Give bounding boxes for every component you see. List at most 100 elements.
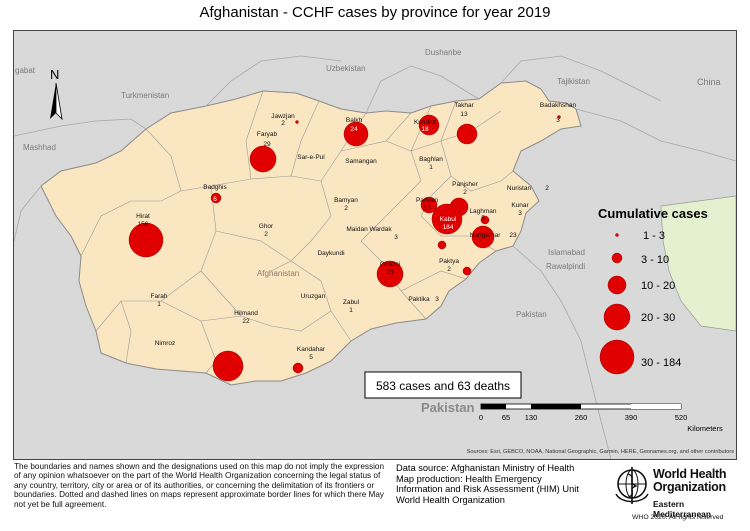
china-region: [660, 195, 736, 332]
circle-parwan[interactable]: [420, 196, 438, 214]
circle-kunduz[interactable]: [418, 114, 440, 136]
prov-laghman: Laghman: [469, 208, 496, 215]
scale-tick-0: 0: [479, 413, 483, 422]
legend-symbol-2: [611, 252, 623, 264]
svg-text:5: 5: [309, 354, 313, 361]
svg-text:23: 23: [386, 269, 394, 276]
case-circles: [128, 114, 561, 382]
circle-laghman[interactable]: [480, 215, 490, 225]
svg-text:5: 5: [481, 215, 485, 222]
prov-zabul: Zabul: [343, 299, 360, 306]
summary-box: [364, 371, 522, 399]
legend-class-4: 20 - 30: [641, 312, 675, 324]
who-copyright: WHO 2020. All rights reserved: [632, 514, 724, 521]
who-emblem-icon: [615, 467, 649, 504]
scale-tick-1: 65: [502, 413, 510, 422]
svg-text:1: 1: [429, 164, 433, 171]
svg-text:24: 24: [350, 126, 358, 133]
data-source-line: Data source: Afghanistan Ministry of Hea…: [396, 463, 575, 473]
prov-panjsher: Panjsher: [452, 181, 478, 188]
circle-kabul-small[interactable]: [437, 240, 447, 250]
label-uzbekistan: Uzbekistan: [326, 64, 366, 73]
legend-class-5: 30 - 184: [641, 357, 681, 369]
prov-takhar: Takhar: [454, 102, 474, 109]
prov-wardak: Maidan Wardak: [346, 226, 392, 233]
prov-ghor: Ghor: [259, 223, 274, 230]
prov-kabul: Kabul: [440, 216, 457, 223]
scale-tick-4: 390: [625, 413, 638, 422]
map-frame[interactable]: N Uzbekistan Dushanbe Tajikistan China T…: [13, 30, 737, 460]
prov-nimroz: Nimroz: [155, 340, 176, 347]
label-mashhad: Mashhad: [23, 143, 56, 152]
legend-symbol-3: [607, 275, 627, 295]
svg-text:2: 2: [463, 189, 467, 196]
legend-class-1: 1 - 3: [643, 230, 665, 242]
svg-text:2: 2: [264, 231, 268, 238]
circle-takhar[interactable]: [456, 123, 478, 145]
label-dushanbe: Dushanbe: [425, 48, 462, 57]
circle-jawzjan[interactable]: [295, 120, 299, 124]
prov-faryab: Faryab: [257, 131, 278, 138]
label-china: China: [697, 77, 721, 87]
svg-text:13: 13: [423, 205, 431, 212]
scale-unit: Kilometers: [687, 424, 723, 433]
label-islamabad: Islamabad: [548, 248, 585, 257]
summary-text: 583 cases and 63 deaths: [376, 379, 510, 393]
circle-faryab[interactable]: [249, 145, 277, 173]
svg-text:2: 2: [545, 185, 549, 192]
svg-text:23: 23: [509, 232, 517, 239]
prov-farah: Farah: [151, 293, 168, 300]
svg-text:1: 1: [349, 307, 353, 314]
circle-ghazni[interactable]: [376, 260, 404, 288]
circle-kabul[interactable]: [431, 203, 463, 235]
circle-hirat[interactable]: [128, 222, 164, 258]
circle-nangarhar[interactable]: [471, 225, 495, 249]
svg-text:13: 13: [460, 111, 468, 118]
legend-symbols: [599, 233, 635, 375]
label-afghanistan: Afghanistan: [257, 269, 299, 278]
label-turkmenistan: Turkmenistan: [121, 91, 169, 100]
svg-text:3: 3: [518, 210, 522, 217]
prov-badakhshan: Badakhshan: [540, 102, 577, 109]
neighbour-borders: [14, 55, 736, 459]
svg-text:1: 1: [157, 301, 161, 308]
label-pakistan-small: Pakistan: [516, 310, 547, 319]
map-canvas[interactable]: N Uzbekistan Dushanbe Tajikistan China T…: [14, 31, 736, 459]
prov-paktika: Paktika: [408, 296, 430, 303]
svg-text:6: 6: [213, 196, 217, 203]
prov-badghis: Badghis: [203, 184, 227, 191]
prov-hirat: Hirat: [136, 213, 150, 220]
circle-badghis[interactable]: [210, 192, 222, 204]
legend-class-3: 10 - 20: [641, 280, 675, 292]
prov-bamyan: Bamyan: [334, 197, 358, 204]
circle-hilmand[interactable]: [212, 350, 244, 382]
map-production-line-3: World Health Organization: [396, 494, 505, 505]
scale-tick-5: 520: [675, 413, 688, 422]
scale-tick-2: 130: [525, 413, 538, 422]
prov-uruzgan: Uruzgan: [301, 293, 326, 300]
circle-balkh[interactable]: [343, 121, 369, 147]
prov-daykundi: Daykundi: [317, 250, 344, 257]
circle-kandahar[interactable]: [292, 362, 304, 374]
label-ashgabat: gabat: [15, 66, 36, 75]
scale-bar: [480, 403, 682, 410]
svg-text:184: 184: [443, 224, 454, 231]
label-rawalpindi: Rawalpindi: [546, 262, 585, 271]
who-name: World Health Organization: [653, 467, 727, 494]
label-pakistan-big: Pakistan: [421, 400, 475, 415]
svg-text:22: 22: [242, 318, 250, 325]
svg-text:29: 29: [263, 141, 271, 148]
circle-badakhshan[interactable]: [557, 115, 561, 119]
prov-kunduz: Kunduz: [414, 119, 436, 126]
prov-parwan: Parwan: [416, 197, 438, 204]
north-arrow: [50, 82, 63, 121]
prov-sarepul: Sar-e-Pul: [297, 154, 325, 161]
prov-paktya: Paktya: [439, 258, 459, 265]
svg-text:18: 18: [421, 126, 429, 133]
svg-text:3: 3: [394, 234, 398, 241]
map-title: Afghanistan - CCHF cases by province for…: [199, 4, 551, 21]
who-logo-block: World Health Organization Eastern Medite…: [613, 462, 743, 528]
circle-paktya[interactable]: [462, 266, 472, 276]
svg-text:2: 2: [344, 205, 348, 212]
svg-text:3: 3: [556, 117, 560, 124]
